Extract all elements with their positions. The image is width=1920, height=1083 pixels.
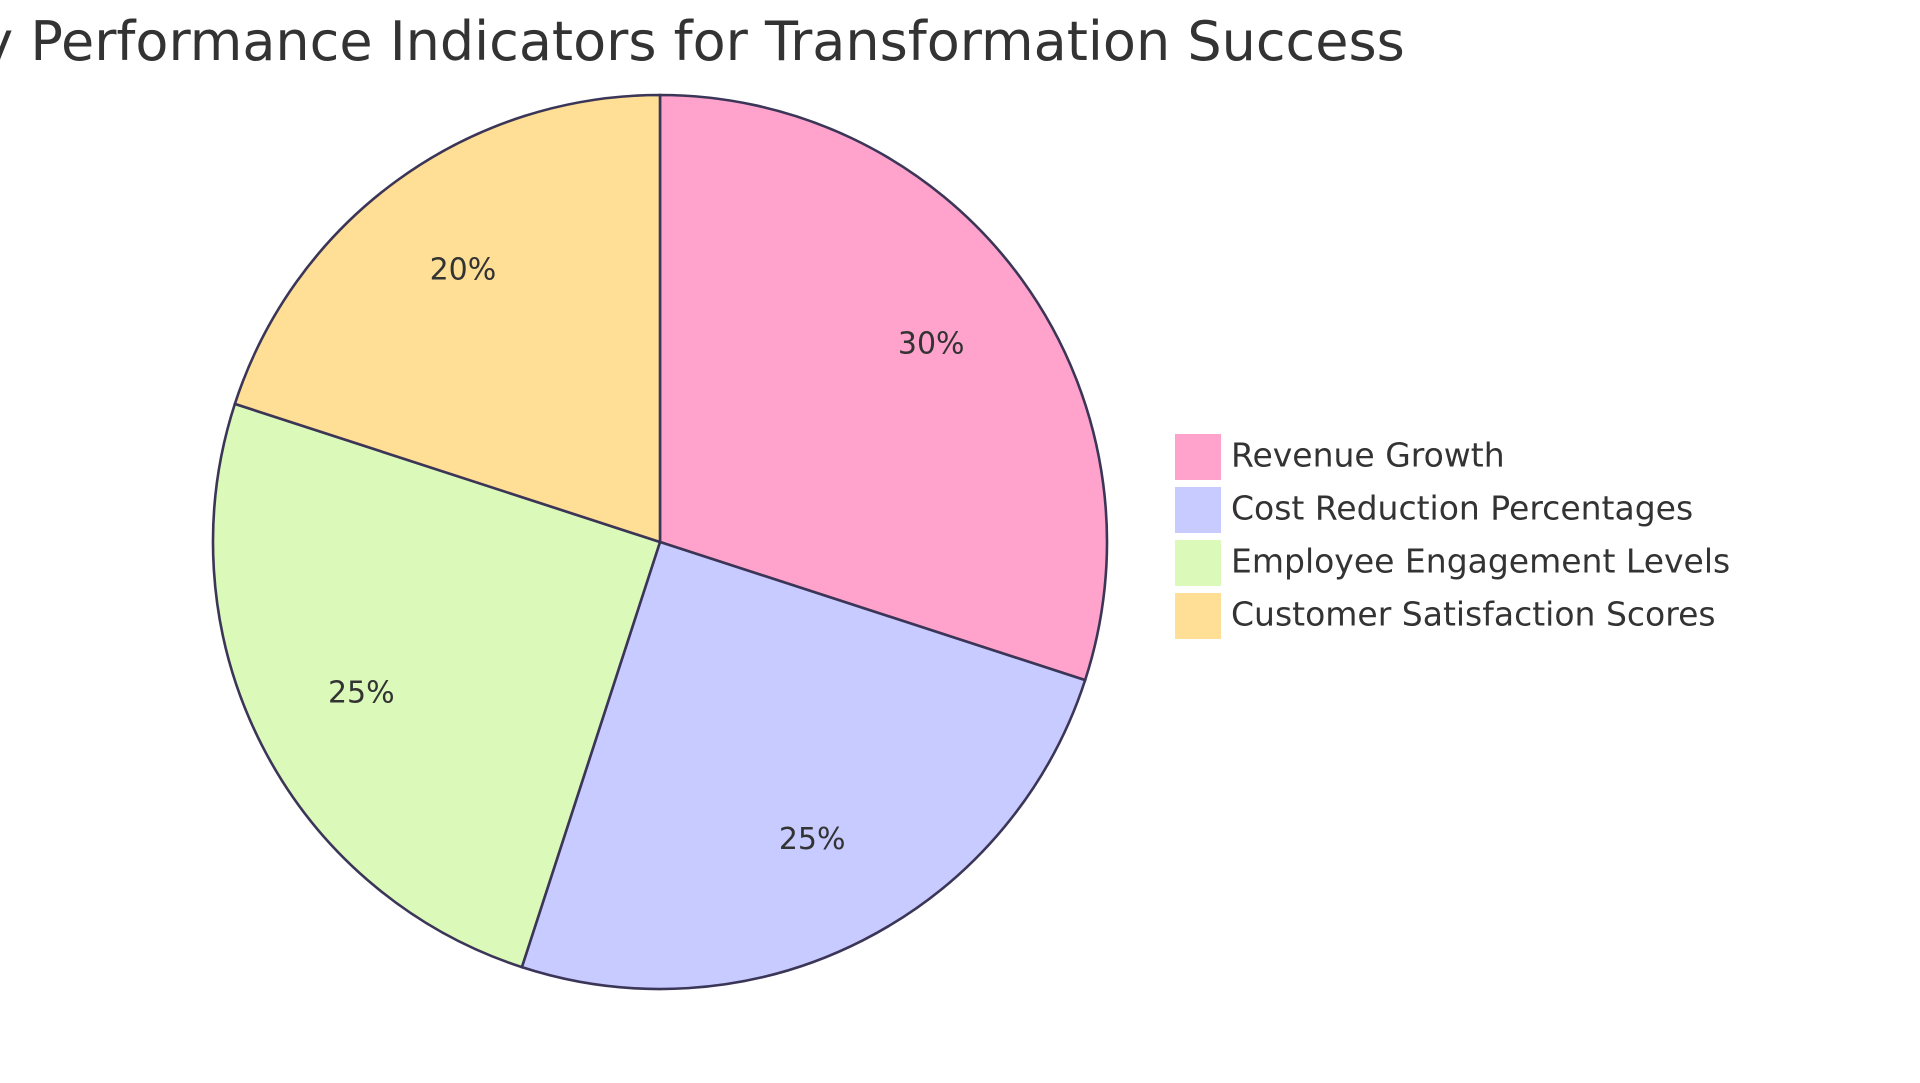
legend-label: Employee Engagement Levels: [1231, 542, 1730, 581]
legend-label: Cost Reduction Percentages: [1231, 489, 1693, 528]
pie-slice-labels: 30% 25% 25% 20%: [328, 252, 965, 857]
pie-slices: [211, 93, 1109, 991]
pie-slice-cost-reduction-percentages: [520, 540, 1087, 991]
slice-label-cost-reduction-percentages: 25%: [779, 822, 846, 857]
slice-label-revenue-growth: 30%: [898, 326, 965, 361]
legend-swatch: [1175, 434, 1221, 480]
legend-label: Revenue Growth: [1231, 436, 1505, 475]
pie-slice-revenue-growth: [658, 93, 1109, 682]
legend-swatch: [1175, 593, 1221, 639]
legend: Revenue Growth Cost Reduction Percentages…: [1175, 434, 1730, 639]
pie-slice-employee-engagement-levels: [211, 402, 662, 969]
legend-label: Customer Satisfaction Scores: [1231, 595, 1716, 634]
pie-slice-customer-satisfaction-scores: [233, 93, 662, 544]
slice-label-employee-engagement-levels: 25%: [328, 676, 395, 711]
legend-swatch: [1175, 487, 1221, 533]
legend-item-cost-reduction-percentages: Cost Reduction Percentages: [1175, 487, 1693, 533]
legend-item-revenue-growth: Revenue Growth: [1175, 434, 1505, 480]
chart-title: Key Performance Indicators for Transform…: [0, 10, 1405, 73]
legend-item-customer-satisfaction-scores: Customer Satisfaction Scores: [1175, 593, 1716, 639]
slice-label-customer-satisfaction-scores: 20%: [430, 252, 497, 287]
legend-swatch: [1175, 540, 1221, 586]
legend-item-employee-engagement-levels: Employee Engagement Levels: [1175, 540, 1730, 586]
